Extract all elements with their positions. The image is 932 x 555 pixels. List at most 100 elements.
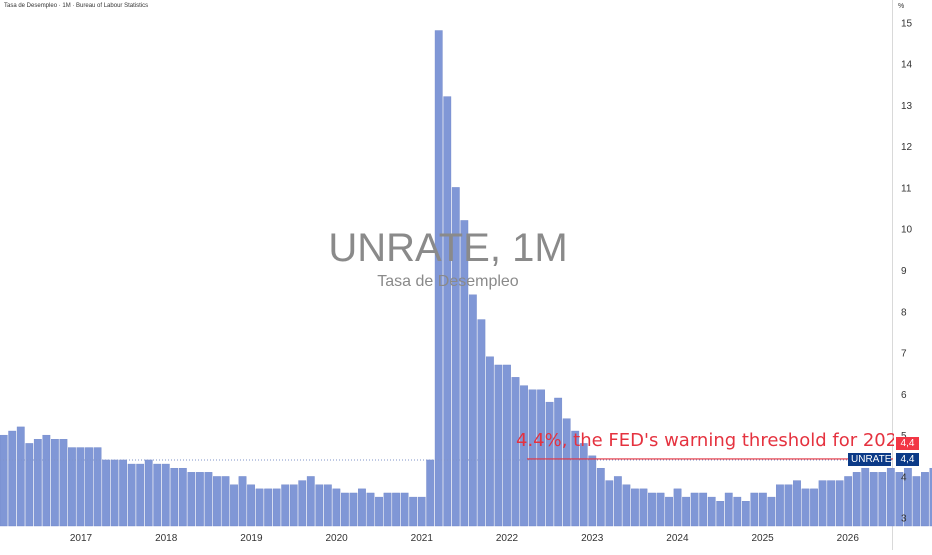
x-axis[interactable]: 2017 2018 2019 2020 2021 2022 2023 2024 2025 2026 <box>70 533 859 544</box>
bar[interactable] <box>383 492 392 527</box>
bar[interactable] <box>639 488 648 527</box>
bar[interactable] <box>929 467 932 527</box>
bar[interactable] <box>341 492 349 527</box>
bar[interactable] <box>844 476 853 527</box>
bar[interactable] <box>85 447 93 527</box>
bar[interactable] <box>417 496 426 527</box>
bar[interactable] <box>588 455 597 527</box>
bar[interactable] <box>204 472 213 527</box>
bar[interactable] <box>699 492 708 527</box>
bar[interactable] <box>733 496 742 527</box>
bar[interactable] <box>33 439 42 527</box>
bar[interactable] <box>613 476 622 527</box>
bar[interactable] <box>136 463 145 527</box>
bar[interactable] <box>631 488 639 527</box>
bar[interactable] <box>861 467 870 527</box>
bar[interactable] <box>801 488 810 527</box>
bar[interactable] <box>187 472 196 527</box>
bar[interactable] <box>153 463 162 527</box>
bar[interactable] <box>460 220 469 527</box>
bar[interactable] <box>392 492 400 527</box>
bar[interactable] <box>793 480 801 527</box>
bar[interactable] <box>298 480 307 527</box>
bar[interactable] <box>596 467 605 527</box>
bar[interactable] <box>272 488 281 527</box>
bar[interactable] <box>912 476 921 527</box>
bar[interactable] <box>451 187 460 527</box>
bar[interactable] <box>426 459 435 527</box>
bar[interactable] <box>213 476 221 527</box>
bar[interactable] <box>903 467 912 527</box>
bar[interactable] <box>50 439 59 527</box>
bar[interactable] <box>665 496 673 527</box>
bar[interactable] <box>648 492 656 527</box>
threshold-price-tag[interactable]: 4,4 <box>896 437 919 450</box>
bar[interactable] <box>835 480 844 527</box>
bar[interactable] <box>537 389 545 527</box>
bar[interactable] <box>571 430 580 527</box>
bar[interactable] <box>776 484 784 527</box>
bar[interactable] <box>102 459 110 527</box>
bar[interactable] <box>375 496 383 527</box>
bar[interactable] <box>852 472 861 527</box>
bar[interactable] <box>716 501 725 527</box>
bar[interactable] <box>707 496 716 527</box>
bar[interactable] <box>178 467 187 527</box>
bar[interactable] <box>750 492 759 527</box>
bar[interactable] <box>306 476 315 527</box>
bar[interactable] <box>434 30 443 527</box>
bar[interactable] <box>503 364 511 527</box>
bar[interactable] <box>68 447 76 527</box>
bar[interactable] <box>221 476 230 527</box>
bar[interactable] <box>810 488 818 527</box>
bar[interactable] <box>332 488 341 527</box>
bar[interactable] <box>366 492 375 527</box>
bar[interactable] <box>921 472 929 527</box>
bar[interactable] <box>818 480 827 527</box>
bar[interactable] <box>349 492 358 527</box>
bar[interactable] <box>144 459 153 527</box>
bar[interactable] <box>127 463 136 527</box>
bar[interactable] <box>8 430 17 527</box>
bar[interactable] <box>494 364 503 527</box>
bar[interactable] <box>264 488 273 527</box>
bar[interactable] <box>758 492 767 527</box>
bar[interactable] <box>400 492 409 527</box>
bar[interactable] <box>25 443 34 527</box>
bar[interactable] <box>315 484 324 527</box>
bar[interactable] <box>281 484 290 527</box>
bar[interactable] <box>528 389 537 527</box>
bar[interactable] <box>238 476 247 527</box>
bar[interactable] <box>486 356 494 527</box>
bar[interactable] <box>110 459 119 527</box>
bar[interactable] <box>195 472 204 527</box>
bar[interactable] <box>895 472 904 527</box>
bar[interactable] <box>0 434 8 527</box>
last-value-price-tag[interactable]: 4,4 <box>896 453 919 466</box>
bar[interactable] <box>42 434 51 527</box>
bar[interactable] <box>170 467 179 527</box>
bar[interactable] <box>59 439 68 527</box>
bar[interactable] <box>468 294 477 527</box>
bar[interactable] <box>289 484 298 527</box>
bar[interactable] <box>741 501 750 527</box>
bar[interactable] <box>161 463 170 527</box>
bar[interactable] <box>76 447 85 527</box>
bar[interactable] <box>767 496 776 527</box>
bar[interactable] <box>656 492 665 527</box>
bar[interactable] <box>520 385 528 527</box>
bar[interactable] <box>579 443 588 527</box>
bar[interactable] <box>93 447 102 527</box>
bar[interactable] <box>622 484 631 527</box>
bar[interactable] <box>682 496 691 527</box>
bar[interactable] <box>230 484 238 527</box>
y-axis[interactable]: 3 4 5 6 7 8 9 10 11 12 13 14 15 <box>901 18 913 524</box>
bar[interactable] <box>827 480 836 527</box>
bar[interactable] <box>358 488 366 527</box>
bar[interactable] <box>554 397 563 527</box>
bar[interactable] <box>562 418 571 527</box>
bar[interactable] <box>255 488 264 527</box>
bar[interactable] <box>673 488 682 527</box>
bar[interactable] <box>443 96 452 527</box>
symbol-price-tag[interactable]: UNRATE <box>848 453 891 466</box>
